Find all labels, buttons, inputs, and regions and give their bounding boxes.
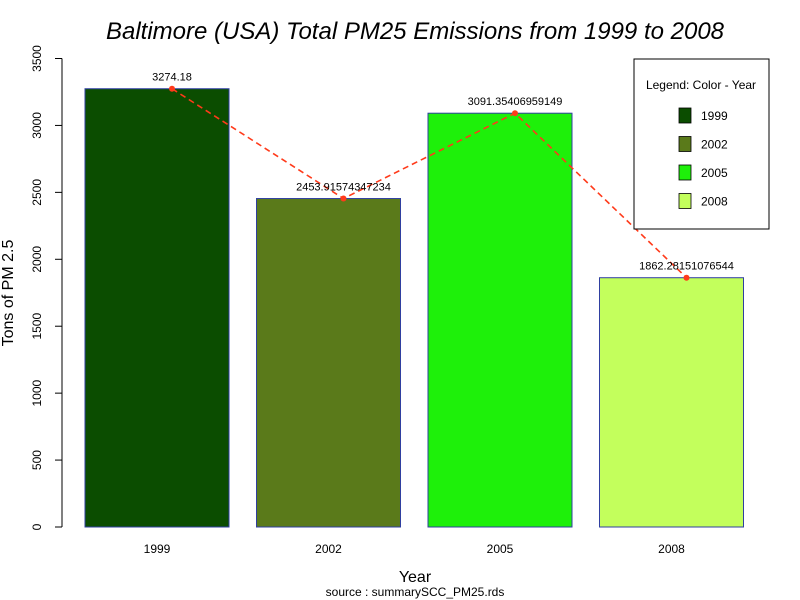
chart-title: Baltimore (USA) Total PM25 Emissions fro… <box>106 18 725 45</box>
x-tick-label: 1999 <box>144 542 171 556</box>
legend-swatch-2005 <box>678 164 692 181</box>
data-label: 3274.18 <box>152 72 192 84</box>
trend-point-2005 <box>512 110 518 117</box>
data-labels: 3274.18 2453.91574347234 3091.35406959149 1… <box>152 72 734 273</box>
source-note: source : summarySCC_PM25.rds <box>326 585 505 599</box>
legend-entry-label: 2008 <box>701 195 728 209</box>
y-tick-label: 1000 <box>30 379 44 406</box>
legend-entry-label: 1999 <box>701 109 728 123</box>
legend: Legend: Color - Year 1999 2002 2005 2008 <box>633 58 770 230</box>
y-axis: 0 500 1000 1500 2000 2500 3000 3500 <box>30 45 63 530</box>
legend-box <box>633 58 770 230</box>
legend-swatch-2002 <box>678 136 692 152</box>
trend-point-2002 <box>340 195 347 202</box>
legend-swatch-2008 <box>678 193 692 209</box>
bar-2005 <box>427 112 573 528</box>
x-tick-label: 2005 <box>487 542 514 556</box>
trend-line-path <box>171 88 688 279</box>
trend-line <box>169 85 690 281</box>
x-axis-label: Year <box>399 569 432 586</box>
trend-point-2008 <box>683 274 690 281</box>
data-label: 2453.91574347234 <box>296 182 391 194</box>
bar-1999 <box>84 88 230 528</box>
y-tick-label: 3500 <box>30 45 44 72</box>
data-label: 1862.28151076544 <box>639 261 734 273</box>
y-tick-label: 0 <box>30 523 44 530</box>
y-tick-label: 3000 <box>30 112 44 139</box>
legend-title: Legend: Color - Year <box>646 78 756 92</box>
x-tick-label: 2008 <box>658 542 685 556</box>
y-axis-label: Tons of PM 2.5 <box>0 240 17 347</box>
y-tick-label: 2500 <box>30 179 44 206</box>
y-tick-label: 2000 <box>30 246 44 273</box>
legend-entry-label: 2005 <box>701 166 728 180</box>
bar-2002 <box>256 198 401 528</box>
data-label: 3091.35406959149 <box>468 96 563 108</box>
bar-2008 <box>599 277 744 528</box>
legend-swatch-1999 <box>678 107 692 124</box>
legend-entry-label: 2002 <box>701 138 728 152</box>
y-tick-label: 500 <box>30 450 44 470</box>
trend-point-1999 <box>169 85 175 92</box>
x-tick-label: 2002 <box>315 542 342 556</box>
y-tick-label: 1500 <box>30 313 44 340</box>
x-axis-ticks: 1999 2002 2005 2008 <box>144 542 686 556</box>
bars <box>84 88 744 528</box>
